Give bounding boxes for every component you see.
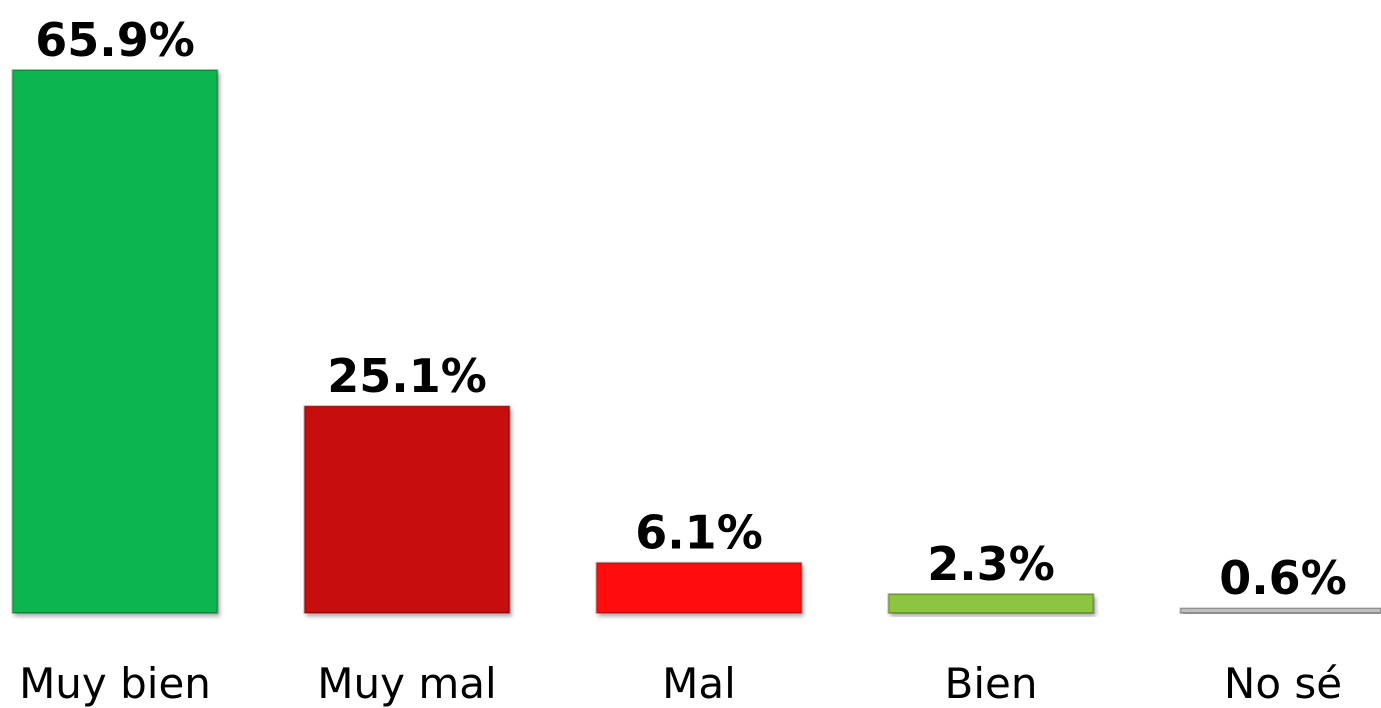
x-tick-label: Muy bien: [19, 659, 211, 708]
value-label: 6.1%: [635, 506, 763, 560]
value-label: 0.6%: [1219, 551, 1347, 605]
value-label: 2.3%: [927, 537, 1055, 591]
value-label: 25.1%: [327, 349, 487, 403]
x-tick-label: No sé: [1224, 659, 1342, 708]
bar: [303, 405, 511, 614]
x-tick-label: Muy mal: [317, 659, 496, 708]
value-label: 65.9%: [35, 13, 195, 67]
x-tick-label: Bien: [945, 659, 1038, 708]
bar: [11, 68, 219, 614]
bar: [887, 593, 1095, 614]
bar: [595, 561, 803, 615]
x-tick-label: Mal: [662, 659, 736, 708]
bar: [1179, 607, 1381, 615]
